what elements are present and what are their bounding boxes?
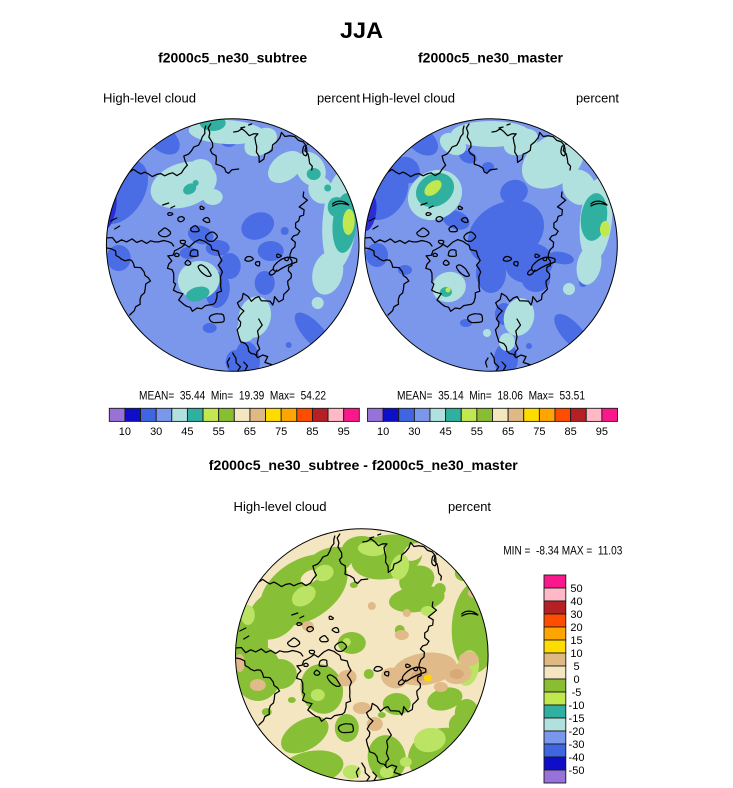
svg-text:40: 40 <box>570 596 582 608</box>
svg-text:0: 0 <box>573 674 579 686</box>
svg-text:-15: -15 <box>569 713 585 725</box>
svg-text:95: 95 <box>596 426 608 438</box>
svg-text:f2000c5_ne30_subtree: f2000c5_ne30_subtree <box>158 50 307 66</box>
svg-text:65: 65 <box>502 426 514 438</box>
svg-text:-20: -20 <box>569 726 585 738</box>
svg-text:45: 45 <box>439 426 451 438</box>
svg-text:30: 30 <box>150 426 162 438</box>
svg-text:f2000c5_ne30_subtree - f2000c5: f2000c5_ne30_subtree - f2000c5_ne30_mast… <box>209 457 519 473</box>
svg-text:-50: -50 <box>569 765 585 777</box>
svg-text:10: 10 <box>377 426 389 438</box>
svg-text:10: 10 <box>570 648 582 660</box>
svg-text:-30: -30 <box>569 739 585 751</box>
svg-text:30: 30 <box>408 426 420 438</box>
svg-text:30: 30 <box>570 609 582 621</box>
svg-text:-10: -10 <box>569 700 585 712</box>
svg-text:MEAN= 35.14 Min= 18.06 Max: MEAN= 35.14 Min= 18.06 Max= 53.51 <box>397 391 585 403</box>
svg-text:15: 15 <box>570 635 582 647</box>
svg-text:MIN = -8.34 MAX = 11.03: MIN = -8.34 MAX = 11.03 <box>503 544 622 558</box>
svg-text:95: 95 <box>338 426 350 438</box>
svg-text:percent: percent <box>448 500 492 514</box>
svg-text:percent: percent <box>576 92 620 106</box>
svg-text:High-level cloud: High-level cloud <box>234 500 327 514</box>
svg-text:10: 10 <box>119 426 131 438</box>
svg-text:75: 75 <box>275 426 287 438</box>
svg-text:75: 75 <box>533 426 545 438</box>
svg-text:85: 85 <box>306 426 318 438</box>
svg-text:-40: -40 <box>569 752 585 764</box>
svg-text:f2000c5_ne30_master: f2000c5_ne30_master <box>418 50 564 66</box>
svg-text:High-level cloud: High-level cloud <box>103 92 196 106</box>
svg-text:5: 5 <box>573 661 579 673</box>
svg-text:50: 50 <box>570 583 582 595</box>
svg-text:55: 55 <box>213 426 225 438</box>
svg-text:MEAN= 35.44 Min= 19.39 Max: MEAN= 35.44 Min= 19.39 Max= 54.22 <box>139 391 326 403</box>
svg-text:-5: -5 <box>572 687 582 699</box>
svg-text:65: 65 <box>244 426 256 438</box>
svg-text:JJA: JJA <box>340 18 383 43</box>
svg-text:45: 45 <box>181 426 193 438</box>
svg-text:percent: percent <box>317 92 361 106</box>
svg-text:High-level cloud: High-level cloud <box>362 92 455 106</box>
svg-text:20: 20 <box>570 622 582 634</box>
svg-text:55: 55 <box>471 426 483 438</box>
svg-text:85: 85 <box>564 426 576 438</box>
